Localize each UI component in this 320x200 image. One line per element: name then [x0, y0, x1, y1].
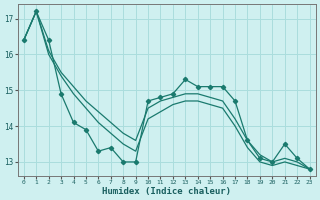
X-axis label: Humidex (Indice chaleur): Humidex (Indice chaleur) [102, 187, 231, 196]
